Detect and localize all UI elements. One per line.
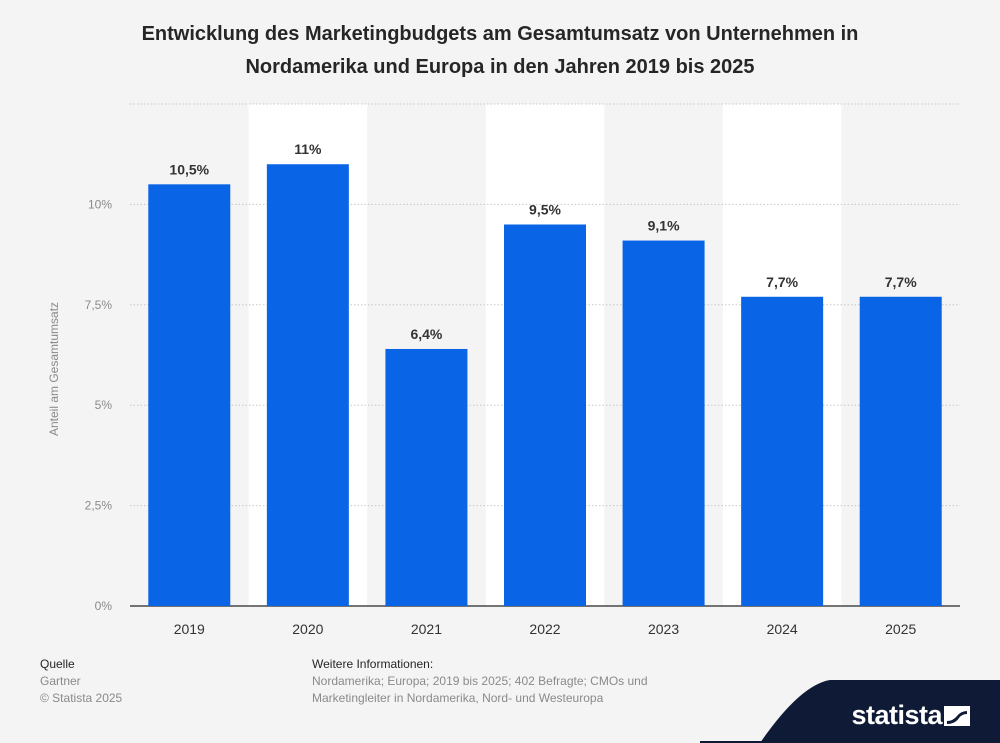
x-tick-label: 2020 (292, 621, 323, 637)
info-heading: Weitere Informationen: (312, 657, 434, 671)
data-label: 10,5% (169, 161, 209, 177)
x-tick-label: 2025 (885, 621, 916, 637)
x-tick-label: 2022 (529, 621, 560, 637)
source-line: Gartner (40, 674, 81, 688)
y-tick-label: 7,5% (85, 298, 113, 312)
bar (148, 184, 231, 606)
data-label: 7,7% (885, 274, 917, 290)
x-tick-label: 2021 (411, 621, 442, 637)
bar (504, 224, 586, 607)
bar-chart: 0% 2,5% 5% 7,5% 10% Anteil am Gesamtumsatz 10,… (47, 103, 960, 637)
data-label: 7,7% (766, 274, 798, 290)
statista-logo[interactable]: statista (700, 680, 1000, 743)
info-block: Weitere Informationen: Nordamerika; Euro… (312, 656, 692, 707)
copyright-line: © Statista 2025 (40, 691, 123, 705)
info-text: Nordamerika; Europa; 2019 bis 2025; 402 … (312, 674, 648, 705)
source-block: Quelle Gartner © Statista 2025 (40, 656, 122, 707)
statista-icon (944, 706, 970, 726)
statista-wordmark: statista (851, 700, 942, 730)
data-label: 9,1% (648, 218, 680, 234)
bar (741, 296, 824, 606)
chart-title: Entwicklung des Marketingbudgets am Gesa… (141, 23, 859, 78)
x-tick-label: 2024 (767, 621, 798, 637)
bar (385, 348, 468, 606)
y-tick-label: 2,5% (85, 499, 113, 513)
bar (622, 240, 705, 606)
x-tick-label: 2019 (174, 621, 205, 637)
source-heading: Quelle (40, 657, 75, 671)
data-label: 9,5% (529, 201, 561, 217)
data-label: 6,4% (410, 326, 442, 342)
y-axis-label: Anteil am Gesamtumsatz (47, 302, 61, 436)
x-tick-label: 2023 (648, 621, 679, 637)
y-tick-label: 5% (95, 398, 113, 412)
bar (266, 164, 349, 607)
y-tick-label: 0% (95, 599, 113, 613)
bar (859, 296, 942, 606)
data-label: 11% (294, 141, 322, 157)
y-tick-label: 10% (88, 197, 112, 211)
